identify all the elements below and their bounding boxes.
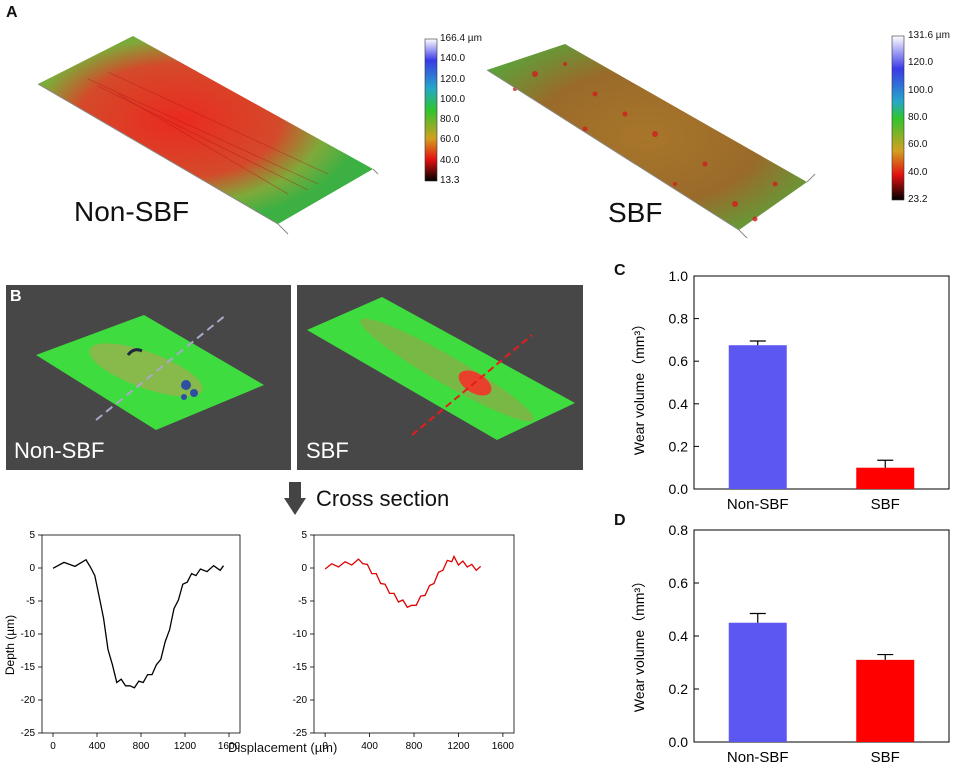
color-scale-tick: 120.0 (908, 57, 934, 69)
bar-non-sbf (728, 622, 787, 742)
x-tick-label: 0 (50, 741, 56, 752)
profile-marks-sbf (324, 554, 482, 609)
y-tick-label: -20 (21, 695, 36, 706)
surface-3d-sbf (486, 44, 816, 239)
x-tick-label: Non-SBF (727, 749, 789, 766)
color-scale-tick: 60.0 (908, 139, 928, 151)
panel-c-label: C (614, 262, 626, 279)
panel-a-label: A (6, 4, 18, 21)
profile-axes-non-sbf: 0 400 800 1200 1600 5 0 -5 -10 -15 -20 -25 (21, 530, 241, 752)
x-tick-label: 400 (361, 741, 378, 752)
y-tick-label: 0.6 (669, 353, 689, 369)
y-tick-label: -5 (298, 596, 307, 607)
x-tick-label: SBF (871, 496, 900, 513)
profile-marks-non-sbf (52, 558, 225, 689)
profile-chart-sbf: 0 400 800 1200 1600 5 0 -5 -10 -15 -20 -25 (293, 530, 515, 752)
profile-line-non-sbf (52, 558, 225, 689)
color-scale-tick: 100.0 (440, 93, 466, 105)
x-tick-label: 1200 (447, 741, 470, 752)
panel-d-label: D (614, 512, 626, 529)
bar-chart-d: 0.0 0.2 0.4 0.6 0.8 Non-SBF SBF Wear volume（mm… (631, 522, 950, 766)
bar-sbf (856, 659, 915, 742)
y-tick-label: 5 (301, 530, 307, 541)
color-scale-tick: 60.0 (440, 134, 460, 146)
panel-a-caption-sbf: SBF (608, 197, 663, 228)
color-scale-tick: 13.3 (440, 175, 460, 186)
y-tick-label: -25 (293, 728, 308, 739)
surface-top-sbf (307, 297, 575, 440)
profile-line-sbf (324, 554, 482, 609)
color-scale-tick: 40.0 (440, 154, 460, 166)
y-tick-label: -10 (293, 629, 308, 640)
profile-chart-non-sbf: 0 400 800 1200 1600 5 0 -5 -10 -15 -20 -25 Depth (µ… (3, 530, 241, 752)
x-tick-label: Non-SBF (727, 496, 789, 513)
profile-ylabel: Depth (µm) (3, 615, 17, 675)
y-tick-label: -5 (26, 596, 35, 607)
y-tick-label: 0.2 (669, 438, 689, 454)
y-tick-label: 0 (29, 563, 35, 574)
plot-frame (313, 534, 515, 734)
color-scale-tick: 40.0 (908, 166, 928, 178)
bar-marks-c (728, 340, 915, 489)
color-scale-tick: 166.4 µm (440, 33, 482, 44)
y-tick-label: 0.8 (669, 522, 689, 538)
arrow-down-icon (284, 482, 306, 515)
color-scale-tick: 100.0 (908, 84, 934, 96)
panel-b-label: B (10, 288, 22, 305)
y-tick-label: 0.0 (669, 734, 689, 750)
panel-b-right-image (297, 285, 583, 470)
y-tick-label: -20 (293, 695, 308, 706)
bar-d-ylabel: Wear volume（mm³） (631, 574, 647, 712)
color-scale-non-sbf (424, 38, 438, 182)
color-scale-tick: 120.0 (440, 73, 466, 85)
x-tick-label: 1600 (492, 741, 515, 752)
x-tick-label: 0 (322, 741, 328, 752)
x-tick-label: SBF (871, 749, 900, 766)
color-scale-tick: 23.2 (908, 194, 928, 205)
y-tick-label: 0.8 (669, 311, 689, 327)
panel-b-left-image (6, 285, 291, 470)
y-tick-label: -15 (21, 662, 36, 673)
y-tick-label: -15 (293, 662, 308, 673)
y-tick-label: 1.0 (669, 268, 689, 284)
bar-c-ylabel: Wear volume（mm³） (631, 317, 647, 455)
profile-xlabel: Displacement (µm) (228, 740, 338, 755)
bar-chart-c: 0.0 0.2 0.4 0.6 0.8 1.0 Non-SBF SBF Wear volume… (631, 268, 950, 513)
y-tick-label: -10 (21, 629, 36, 640)
color-scale-tick: 140.0 (440, 53, 466, 65)
bar-axes-c: 0.0 0.2 0.4 0.6 0.8 1.0 Non-SBF SBF (669, 268, 950, 513)
surface-top-non-sbf (36, 314, 264, 430)
y-tick-label: 0.6 (669, 575, 689, 591)
y-tick-label: -25 (21, 728, 36, 739)
x-tick-label: 800 (133, 741, 150, 752)
x-tick-label: 1200 (174, 741, 197, 752)
x-tick-label: 800 (406, 741, 423, 752)
bar-marks-d (728, 612, 915, 742)
panel-b-caption-sbf: SBF (306, 438, 349, 463)
y-tick-label: 0.0 (669, 481, 689, 497)
y-tick-label: 0.4 (669, 628, 689, 644)
color-scale-sbf (891, 35, 905, 201)
surface-3d-non-sbf (37, 36, 379, 235)
bar-non-sbf (728, 345, 787, 489)
plot-frame (693, 275, 950, 490)
color-scale-tick: 80.0 (440, 114, 460, 126)
y-tick-label: 0.2 (669, 681, 689, 697)
bar-sbf (856, 467, 915, 489)
color-scale-tick: 80.0 (908, 112, 928, 123)
panel-b-caption-non-sbf: Non-SBF (14, 438, 105, 463)
x-tick-label: 1600 (218, 741, 241, 752)
y-tick-label: 0 (301, 563, 307, 574)
x-tick-label: 400 (89, 741, 106, 752)
y-tick-label: 5 (29, 530, 35, 541)
color-scale-tick: 131.6 µm (908, 30, 950, 41)
y-tick-label: 0.4 (669, 396, 689, 412)
profile-axes-sbf: 0 400 800 1200 1600 5 0 -5 -10 -15 -20 -25 (293, 530, 515, 752)
cross-section-label: Cross section (316, 486, 450, 511)
panel-a-caption-non-sbf: Non-SBF (74, 196, 190, 227)
